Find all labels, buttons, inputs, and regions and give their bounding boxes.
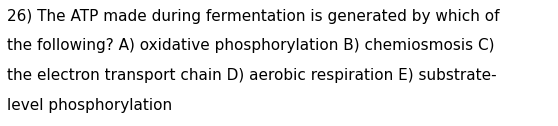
Text: the following? A) oxidative phosphorylation B) chemiosmosis C): the following? A) oxidative phosphorylat… (7, 38, 494, 53)
Text: level phosphorylation: level phosphorylation (7, 98, 172, 113)
Text: 26) The ATP made during fermentation is generated by which of: 26) The ATP made during fermentation is … (7, 9, 499, 24)
Text: the electron transport chain D) aerobic respiration E) substrate-: the electron transport chain D) aerobic … (7, 68, 496, 83)
